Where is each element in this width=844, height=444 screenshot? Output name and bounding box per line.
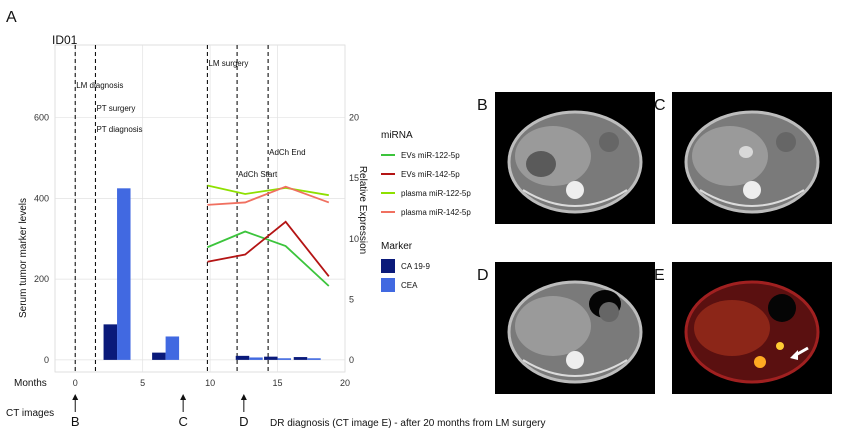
mirna-lines <box>207 184 330 287</box>
marker-legend-label: CA 19-9 <box>401 262 430 271</box>
ct-vertebra <box>566 351 584 369</box>
y2-tick-label: 20 <box>349 113 359 123</box>
x-tick-label: 10 <box>205 378 215 388</box>
pet-arrow-head <box>790 350 798 360</box>
ct-ribs <box>522 359 628 377</box>
ct-panel-letter: C <box>654 97 666 114</box>
x-tick-label: 20 <box>340 378 350 388</box>
ct-vertebra <box>566 181 584 199</box>
ct-panel-b: B <box>477 92 655 224</box>
y2-axis-title: Relative Expression <box>357 166 368 254</box>
ct-panel-letter: E <box>654 267 665 284</box>
mirna-legend-label: plasma miR-122-5p <box>401 189 471 198</box>
y-tick-label: 200 <box>34 274 49 284</box>
ct-marker-letter: D <box>239 414 248 429</box>
x-tick-label: 0 <box>73 378 78 388</box>
ct-panels: B C D E <box>477 92 832 394</box>
ct-panel-c: C <box>654 92 832 224</box>
event-label: LM surgery <box>208 59 248 68</box>
ct-marker-letter: C <box>178 414 187 429</box>
ct-ribs <box>522 189 628 207</box>
line-series-3 <box>207 185 330 206</box>
ct-images-row-label: CT images <box>6 408 54 419</box>
bar-ca199 <box>264 356 278 360</box>
event-label: PT surgery <box>96 104 135 113</box>
ct-ribs <box>699 189 805 207</box>
bar-cea <box>249 357 263 360</box>
line-series-2 <box>207 184 329 197</box>
months-row-label: Months <box>14 378 47 389</box>
marker-legend-title: Marker <box>381 241 413 252</box>
y2-tick-label: 0 <box>349 355 354 365</box>
ct-image-markers: B C D <box>71 394 249 429</box>
ct-liver <box>515 126 591 186</box>
y-tick-label: 0 <box>44 355 49 365</box>
legends: miRNA EVs miR-122-5p EVs miR-142-5p plasma … <box>381 130 471 292</box>
y2-tick-label: 10 <box>349 234 359 244</box>
y-tick-label: 600 <box>34 113 49 123</box>
mirna-legend-title: miRNA <box>381 130 413 141</box>
bar-ca199 <box>103 324 118 360</box>
mirna-legend-label: EVs miR-122-5p <box>401 151 460 160</box>
event-label: AdCh End <box>269 148 305 157</box>
bar-ca199 <box>152 352 166 360</box>
event-lines: LM diagnosis PT surgery PT diagnosis LM sur… <box>74 45 306 372</box>
plot-area <box>54 44 346 373</box>
ct-panel-letter: D <box>477 267 489 284</box>
ct-vertebra <box>743 181 761 199</box>
plot-background <box>54 44 346 373</box>
ct-bowel <box>776 132 796 152</box>
ct-contrast <box>739 146 753 158</box>
x-tick-label: 5 <box>140 378 145 388</box>
bar-ca199 <box>235 355 250 360</box>
marker-legend-swatch <box>381 278 395 292</box>
ct-panel-letter: B <box>477 97 488 114</box>
bar-cea <box>117 188 131 360</box>
marker-legend-swatch <box>381 259 395 273</box>
y2-tick-label: 15 <box>349 173 359 183</box>
pet-spine <box>754 356 766 368</box>
pet-stomach <box>768 294 796 322</box>
ct-bowel <box>599 132 619 152</box>
panel-letter: A <box>6 9 17 26</box>
mirna-legend-label: EVs miR-142-5p <box>401 170 460 179</box>
y-tick-label: 400 <box>34 193 49 203</box>
ct-liver <box>692 126 768 186</box>
mirna-legend-label: plasma miR-142-5p <box>401 208 471 217</box>
ct-panel-e: E <box>654 262 832 394</box>
ct-lesion <box>526 151 556 177</box>
event-label: PT diagnosis <box>96 125 142 134</box>
marker-legend-label: CEA <box>401 281 418 290</box>
ct-bowel <box>599 302 619 322</box>
ct-marker-letter: B <box>71 414 80 429</box>
ct-arrow-head <box>72 394 79 400</box>
event-label: LM diagnosis <box>76 81 123 90</box>
bar-cea <box>165 336 180 360</box>
pet-liver <box>694 300 770 356</box>
line-series-1 <box>207 220 330 277</box>
marker-bars <box>103 188 321 360</box>
pet-hotspot <box>776 342 784 350</box>
bar-ca199 <box>293 357 308 360</box>
y-axis-title: Serum tumor marker levels <box>18 198 29 318</box>
bar-cea <box>277 358 292 360</box>
ct-arrow-head <box>180 394 187 400</box>
ct-panel-d: D <box>477 262 655 394</box>
bar-cea <box>307 358 321 360</box>
x-tick-label: 15 <box>273 378 283 388</box>
event-label: AdCh Start <box>238 170 278 179</box>
ct-arrow-head <box>240 394 247 400</box>
patient-id: ID01 <box>52 33 78 47</box>
footnote: DR diagnosis (CT image E) - after 20 mon… <box>270 418 545 429</box>
ct-liver <box>515 296 591 356</box>
y2-tick-label: 5 <box>349 294 354 304</box>
